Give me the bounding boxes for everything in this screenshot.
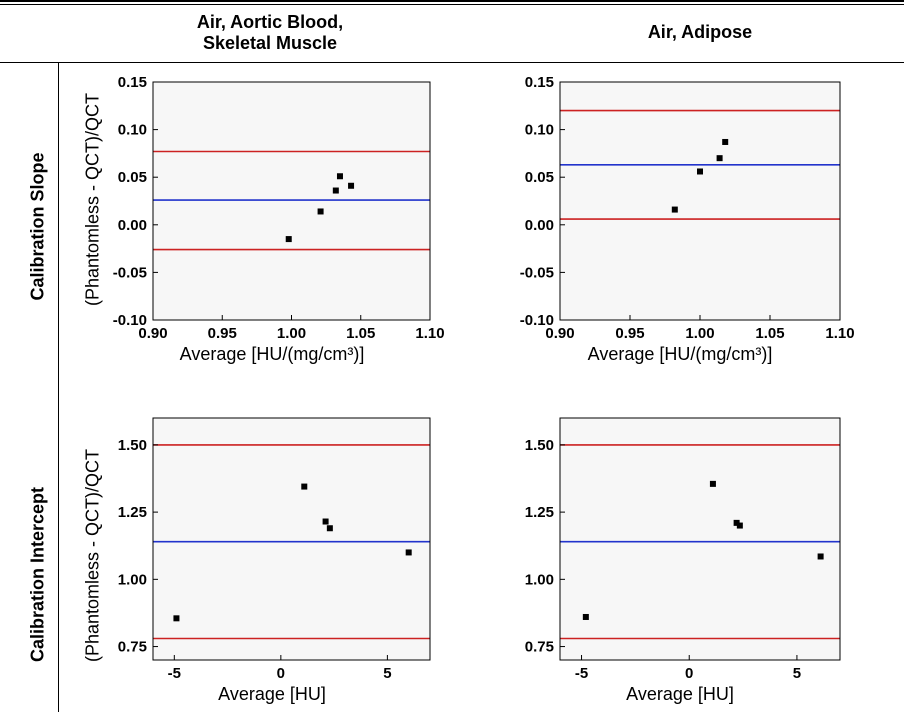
- data-point: [716, 155, 723, 162]
- data-point: [336, 173, 343, 180]
- x-tick-label: 1.10: [415, 325, 444, 342]
- y-tick-label: 1.50: [118, 437, 147, 454]
- table-top-rule-inner: [0, 4, 904, 5]
- x-tick-label: 1.10: [825, 325, 854, 342]
- y-tick-label: 0.00: [525, 217, 554, 234]
- x-tick-label: 0: [277, 665, 285, 682]
- plot-area: [560, 418, 840, 660]
- panel-2-xlabel: Average [HU/(mg/cm³)]: [540, 344, 820, 365]
- y-tick-label: 1.00: [118, 571, 147, 588]
- data-point: [301, 483, 308, 490]
- y-tick-label: 0.10: [118, 122, 147, 139]
- x-tick-label: -5: [168, 665, 181, 682]
- data-point: [285, 236, 292, 243]
- y-tick-label: 0.15: [118, 74, 147, 91]
- x-tick-label: 0.90: [138, 325, 167, 342]
- table-top-rule: [0, 0, 904, 2]
- plot-area: [560, 82, 840, 320]
- x-tick-label: -5: [575, 665, 588, 682]
- data-point: [733, 519, 740, 526]
- y-tick-label: 0.10: [525, 122, 554, 139]
- column-header-1-line-1: Air, Aortic Blood,: [196, 12, 344, 32]
- y-tick-label: 1.25: [118, 504, 147, 521]
- panel-2-xlabel-text: Average [HU/(mg/cm³)]: [587, 344, 773, 364]
- data-point: [697, 168, 703, 175]
- data-point: [317, 208, 324, 215]
- y-tick-label: 0.75: [118, 639, 147, 656]
- data-point: [817, 553, 824, 560]
- x-tick-label: 1.05: [346, 325, 375, 342]
- row-header-divider: [58, 63, 59, 712]
- data-point: [722, 138, 729, 145]
- y-tick-label: 1.00: [525, 571, 554, 588]
- y-tick-label: 0.05: [118, 169, 147, 186]
- data-point: [405, 549, 412, 556]
- column-header-1: Air, Aortic Blood, Skeletal Muscle: [130, 12, 410, 54]
- data-point: [709, 480, 716, 487]
- plot-frame: [559, 417, 841, 661]
- data-point: [322, 518, 329, 525]
- data-point: [326, 525, 333, 532]
- y-tick-label: 0.00: [118, 217, 147, 234]
- x-tick-label: 0: [685, 665, 693, 682]
- x-tick-label: 1.00: [277, 325, 306, 342]
- panel-3-xlabel: Average [HU]: [218, 684, 326, 704]
- data-point: [332, 187, 339, 194]
- data-point: [173, 615, 180, 622]
- y-tick-label: 1.25: [525, 504, 554, 521]
- column-header-2: Air, Adipose: [647, 22, 753, 42]
- data-point: [671, 206, 678, 213]
- column-header-1-line-2: Skeletal Muscle: [202, 33, 338, 53]
- x-tick-label: 0.95: [208, 325, 237, 342]
- data-point: [348, 182, 355, 189]
- panel-1-xlabel-text: Average [HU/(mg/cm³)]: [179, 344, 365, 364]
- panel-1-xlabel: Average [HU/(mg/cm³)]: [132, 344, 412, 365]
- x-tick-label: 5: [383, 665, 391, 682]
- x-tick-label: 1.05: [755, 325, 784, 342]
- x-tick-label: 0.90: [545, 325, 574, 342]
- data-point: [736, 522, 743, 529]
- y-tick-label: -0.10: [520, 312, 554, 329]
- y-tick-label: 0.75: [525, 639, 554, 656]
- y-tick-label: -0.05: [520, 264, 554, 281]
- x-tick-label: 1.00: [685, 325, 714, 342]
- plot-area: [153, 418, 430, 660]
- y-tick-label: 1.50: [525, 437, 554, 454]
- data-point: [582, 613, 589, 620]
- x-tick-label: 0.95: [615, 325, 644, 342]
- header-bottom-rule: [0, 62, 904, 63]
- y-tick-label: 0.15: [525, 74, 554, 91]
- panel-4-xlabel: Average [HU]: [626, 684, 734, 704]
- y-tick-label: -0.05: [113, 264, 147, 281]
- x-tick-label: 5: [793, 665, 801, 682]
- plot-area: [153, 82, 430, 320]
- plot-frame: [152, 417, 431, 661]
- y-tick-label: 0.05: [525, 169, 554, 186]
- y-tick-label: -0.10: [113, 312, 147, 329]
